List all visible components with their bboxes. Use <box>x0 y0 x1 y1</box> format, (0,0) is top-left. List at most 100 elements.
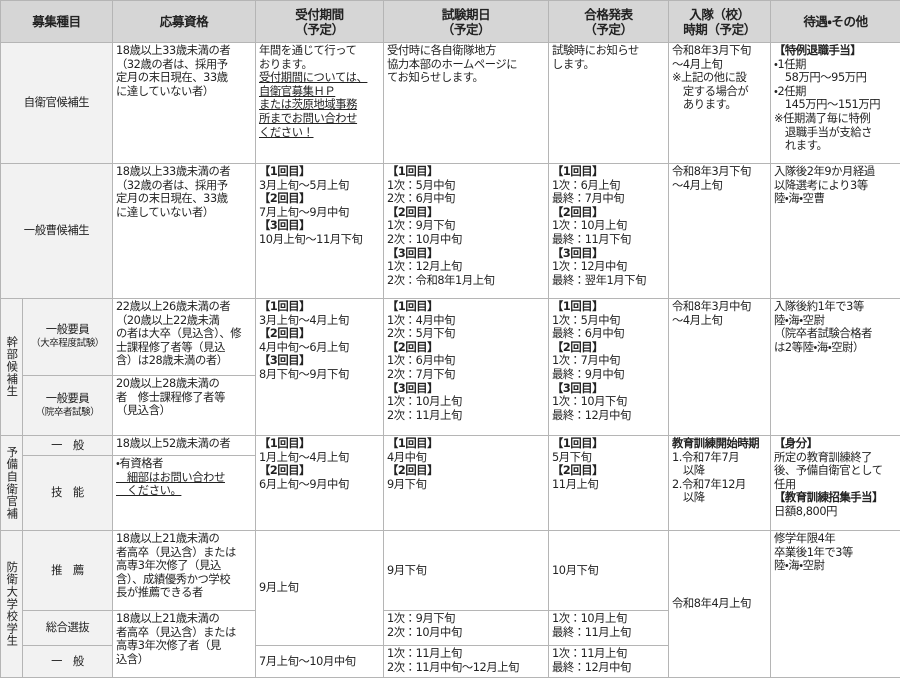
cell-line: 【1回目】 <box>387 165 545 179</box>
cell-line: 卒業後1年で3等 <box>774 546 897 560</box>
cell-line: 最終：11月上旬 <box>552 626 665 640</box>
cell-line: 1次：6月中旬 <box>387 354 545 368</box>
cell-line: 時期（予定） <box>672 22 767 37</box>
cell: 【1回目】1次：5月中旬最終：6月中旬【2回目】1次：7月中旬最終：9月中旬【3… <box>549 299 669 436</box>
cell-line: 2次：5月下旬 <box>387 327 545 341</box>
cell-line: 【1回目】 <box>259 300 380 314</box>
cell-line: 自衛官募集ＨＰ <box>259 85 380 99</box>
cell-line: ※上記の他に設 <box>672 71 767 85</box>
cell-line: 【2回目】 <box>552 206 665 220</box>
cell: 22歳以上26歳未満の者（20歳以上22歳未満の者は大卒（見込含）、修士課程修了… <box>113 299 256 376</box>
cell-line: 1次：10月上旬 <box>552 612 665 626</box>
cell: 18歳以上33歳未満の者（32歳の者は、採用予定月の末日現在、33歳に達していな… <box>113 43 256 164</box>
cell-line: おります。 <box>259 58 380 72</box>
header-cell: 待遇・その他 <box>771 1 900 43</box>
cell-line: ・2任期 <box>774 85 897 99</box>
cell-line: 定月の末日現在、33歳 <box>116 71 252 85</box>
cell-line: 士課程修了者等（見込 <box>116 341 252 355</box>
cell-line: 1次：7月中旬 <box>552 354 665 368</box>
cell-line: 【3回目】 <box>552 247 665 261</box>
cell-line: 1次：12月中旬 <box>552 260 665 274</box>
cell-line: に達していない者） <box>116 206 252 220</box>
cell-line: 高専3年次修了（見込 <box>116 559 252 573</box>
cell-line: 合格発表 <box>552 7 665 22</box>
cell-line: 1月上旬～4月上旬 <box>259 451 380 465</box>
cell-line: 10月上旬～11月下旬 <box>259 233 380 247</box>
cell-line: 【2回目】 <box>387 464 545 478</box>
cell-line: 4月中旬～6月上旬 <box>259 341 380 355</box>
table-row: 幹部候補生 一般要員（大卒程度試験） 22歳以上26歳未満の者（20歳以上22歳… <box>1 299 900 376</box>
cell-line: 者高卒（見込含）または <box>116 626 252 640</box>
cell-line: 所までお問い合わせ <box>259 112 380 126</box>
cell-line: 【1回目】 <box>259 165 380 179</box>
cell-line: 【特例退職手当】 <box>774 44 897 58</box>
cell-line: 1次：12月上旬 <box>387 260 545 274</box>
cell-line: 【3回目】 <box>552 382 665 396</box>
cell: 修学年限4年卒業後1年で3等陸・海・空尉 <box>771 531 900 678</box>
cell-line: 含）、成績優秀かつ学校 <box>116 573 252 587</box>
cell: 令和8年4月上旬 <box>669 531 771 678</box>
cell-line: 応募資格 <box>116 14 252 29</box>
cell: 【特例退職手当】・1任期 58万円～95万円・2任期 145万円～151万円※任… <box>771 43 900 164</box>
cell-line: 1次：6月上旬 <box>552 179 665 193</box>
cell-line: 145万円～151万円 <box>774 98 897 112</box>
table-row: 防衛大学校学生 推 薦 18歳以上21歳未満の者高卒（見込含）または高専3年次修… <box>1 531 900 611</box>
cell-line: 日額8,800円 <box>774 505 897 519</box>
cell-line: 令和8年3月下旬 <box>672 165 767 179</box>
cell-line: 【1回目】 <box>552 300 665 314</box>
cell-line: 【3回目】 <box>387 382 545 396</box>
cell-line: 11月上旬 <box>552 478 665 492</box>
header-cell: 入隊（校）時期（予定） <box>669 1 771 43</box>
cell-line: 令和8年3月下旬 <box>672 44 767 58</box>
cell-line: の者は大卒（見込含）、修 <box>116 327 252 341</box>
cell-line: 令和8年3月中旬 <box>672 300 767 314</box>
cell-line: 教育訓練開始時期 <box>672 437 767 451</box>
cell: 【1回目】3月上旬～4月上旬【2回目】4月中旬～6月上旬【3回目】8月下旬～9月… <box>256 299 384 436</box>
cell-line: 【2回目】 <box>259 464 380 478</box>
header-cell: 試験期日（予定） <box>384 1 549 43</box>
cell-line: 退職手当が支給さ <box>774 126 897 140</box>
cell-line: 1次：9月下旬 <box>387 219 545 233</box>
cell-line: 受付期間については、 <box>259 71 380 85</box>
cell-line: 【教育訓練招集手当】 <box>774 491 897 505</box>
cell-line: 7月上旬～10月中旬 <box>259 655 380 669</box>
group-label: 予備自衛官補 <box>1 436 23 531</box>
cell: 【1回目】3月上旬～5月上旬【2回目】7月上旬～9月中旬【3回目】10月上旬～1… <box>256 164 384 299</box>
cell-line: 2次：令和8年1月上旬 <box>387 274 545 288</box>
cell-line: ～4月上旬 <box>672 58 767 72</box>
cell: 【身分】所定の教育訓練終了後、予備自衛官として任用【教育訓練招集手当】日額8,8… <box>771 436 900 531</box>
cell-line: 年間を通じて行って <box>259 44 380 58</box>
row-label: 一般曹候補生 <box>1 164 113 299</box>
header-cell: 受付期間（予定） <box>256 1 384 43</box>
cell-line: 募集種目 <box>4 14 109 29</box>
cell-line: ください。 <box>116 484 252 498</box>
cell: 【1回目】1次：6月上旬最終：7月中旬【2回目】1次：10月上旬最終：11月下旬… <box>549 164 669 299</box>
cell: 入隊後2年9か月経過以降選考により3等陸・海・空曹 <box>771 164 900 299</box>
cell-line: ※任期満了毎に特例 <box>774 112 897 126</box>
cell-line: 1次：10月下旬 <box>552 395 665 409</box>
cell: 令和8年3月中旬～4月上旬 <box>669 299 771 436</box>
cell-line: 2次：6月中旬 <box>387 192 545 206</box>
row-label: 一般要員（院卒者試験） <box>23 376 113 436</box>
cell: 18歳以上21歳未満の者高卒（見込含）または高専3年次修了者（見込含） <box>113 611 256 678</box>
cell-line: （院卒者試験合格者 <box>774 327 897 341</box>
cell-line: 修学年限4年 <box>774 532 897 546</box>
cell-line: 【2回目】 <box>552 341 665 355</box>
cell-line: 58万円～95万円 <box>774 71 897 85</box>
cell-line: 最終：12月中旬 <box>552 409 665 423</box>
cell-line: 込含） <box>116 653 252 667</box>
cell-line: 9月上旬 <box>259 581 380 595</box>
cell-line: （予定） <box>387 22 545 37</box>
cell-line: 以降 <box>672 491 767 505</box>
cell-line: 2次：7月下旬 <box>387 368 545 382</box>
cell: 7月上旬～10月中旬 <box>256 646 384 678</box>
cell-line: 【2回目】 <box>259 327 380 341</box>
cell-line: 2次：11月上旬 <box>387 409 545 423</box>
cell: 受付時に各自衛隊地方協力本部のホームページにてお知らせします。 <box>384 43 549 164</box>
cell-line: （院卒者試験） <box>26 406 109 420</box>
cell-line: 試験時にお知らせ <box>552 44 665 58</box>
row-label: 技 能 <box>23 456 113 531</box>
